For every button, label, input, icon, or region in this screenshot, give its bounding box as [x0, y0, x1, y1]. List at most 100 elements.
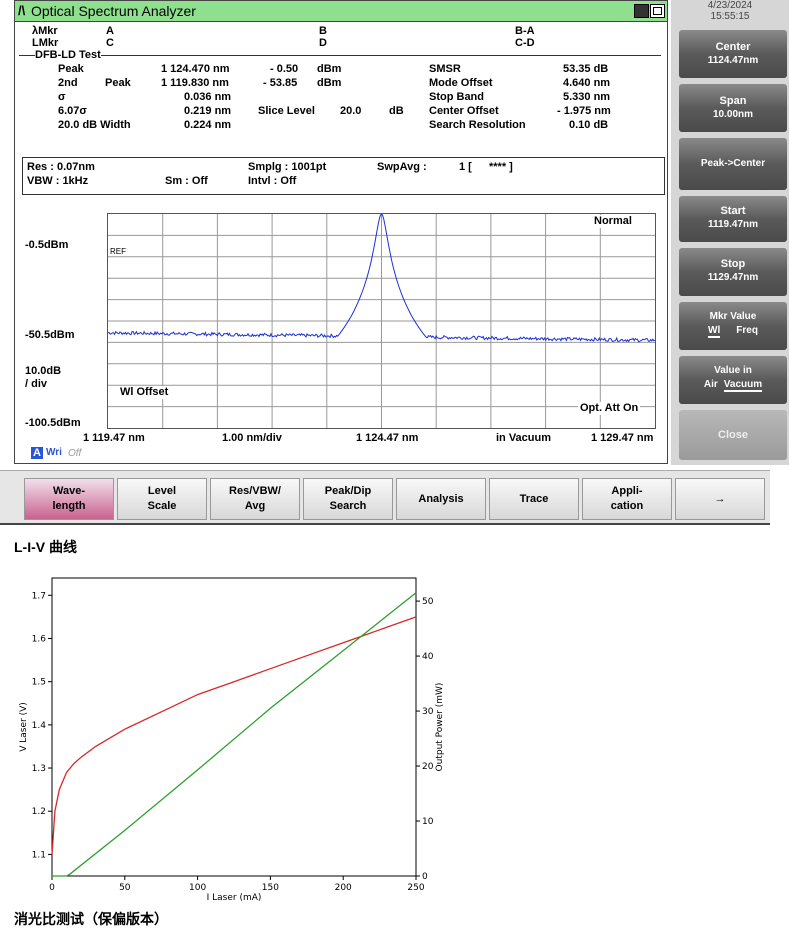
liv-heading: L-I-V 曲线 — [14, 539, 77, 555]
sigma-value: 0.036 nm — [184, 91, 232, 103]
stop-softkey[interactable]: Stop 1129.47nm — [679, 248, 787, 296]
power-curve — [52, 592, 417, 877]
ref-marker: REF — [110, 247, 126, 256]
softkey-label: Center — [715, 41, 751, 53]
y2-tick-label: 20 — [422, 762, 434, 772]
marker-c: C — [106, 37, 114, 49]
spectrum-graph[interactable]: Normal REF Wl Offset Opt. Att On — [107, 213, 656, 429]
softkey-label: Close — [718, 429, 748, 441]
next-page-key[interactable]: → — [675, 478, 765, 520]
slice-level-label: Slice Level — [258, 105, 315, 117]
center-offset-label: Center Offset — [429, 105, 499, 117]
minimize-icon[interactable] — [634, 4, 649, 18]
freq-option[interactable]: Freq — [736, 325, 758, 336]
mode-offset-value: 4.640 nm — [563, 77, 611, 89]
marker-d: D — [319, 37, 327, 49]
y-tick-label: 1.1 — [32, 850, 46, 860]
peak-dip-search-key[interactable]: Peak/Dip Search — [303, 478, 393, 520]
analysis-key[interactable]: Analysis — [396, 478, 486, 520]
trace-off-status: Off — [68, 448, 82, 459]
trace-key[interactable]: Trace — [489, 478, 579, 520]
y-tick-label: 1.6 — [32, 634, 47, 644]
voltage-curve — [51, 616, 417, 855]
wl-option[interactable]: Wl — [708, 325, 721, 338]
sigma-label: σ — [58, 91, 66, 103]
y-per-div-label: / div — [25, 378, 48, 390]
key-label: Peak/Dip — [324, 485, 372, 497]
x-tick-label: 100 — [189, 883, 206, 893]
second-wavelength: 1 119.830 nm — [161, 77, 229, 89]
application-key[interactable]: Appli-cation — [582, 478, 672, 520]
vacuum-option[interactable]: Vacuum — [723, 379, 763, 392]
slice-level-unit: dB — [389, 105, 404, 117]
key-label: Search — [329, 500, 367, 512]
center-softkey[interactable]: Center 1124.47nm — [679, 30, 787, 78]
key-label: Analysis — [418, 492, 464, 505]
x-div-label: 1.00 nm/div — [222, 432, 282, 444]
settings-box: Res : 0.07nm VBW : 1kHz Smplg : 1001pt S… — [22, 157, 665, 195]
span-softkey[interactable]: Span 10.00nm — [679, 84, 787, 132]
x-medium-label: in Vacuum — [496, 432, 552, 444]
start-softkey[interactable]: Start 1119.47nm — [679, 196, 787, 242]
date-display: 4/23/2024 — [707, 0, 753, 11]
peak-power: - 0.50 — [270, 63, 299, 75]
sampling-setting: Smplg : 1001pt — [248, 161, 327, 173]
value-in-softkey[interactable]: Value in Air Vacuum — [679, 356, 787, 404]
close-softkey[interactable]: Close — [679, 410, 787, 460]
softkey-value: 1119.47nm — [707, 219, 759, 230]
peak-wavelength: 1 124.470 nm — [161, 63, 230, 75]
y-top-label: -0.5dBm — [25, 239, 69, 251]
x-tick-label: 250 — [407, 883, 424, 893]
x-tick-label: 200 — [335, 883, 352, 893]
y-axis-label: V Laser (V) — [19, 702, 29, 752]
x-axis-label: I Laser (mA) — [207, 893, 262, 903]
softkey-value: 1129.47nm — [707, 272, 759, 283]
key-label: Wave- — [53, 485, 85, 497]
divider — [19, 55, 35, 56]
x-tick-label: 0 — [49, 883, 55, 893]
wavelength-key[interactable]: Wave-length — [24, 478, 114, 520]
resolution-setting: Res : 0.07nm — [27, 161, 95, 173]
mode-offset-label: Mode Offset — [429, 77, 493, 89]
interval-setting: Intvl : Off — [248, 175, 297, 187]
y2-tick-label: 0 — [422, 872, 428, 882]
plot-frame — [51, 577, 417, 877]
y2-tick-label: 40 — [422, 652, 434, 662]
y-bottom-label: -100.5dBm — [25, 417, 81, 429]
trace-a-badge[interactable]: A — [31, 447, 43, 459]
x-stop-label: 1 129.47 nm — [591, 432, 654, 444]
y2-axis-label: Output Power (mW) — [435, 683, 445, 772]
res-vbw-avg-key[interactable]: Res/VBW/Avg — [210, 478, 300, 520]
extinction-ratio-heading: 消光比测试（保偏版本） — [14, 911, 168, 927]
smsr-value: 53.35 dB — [563, 63, 609, 75]
window-title: Optical Spectrum Analyzer — [31, 3, 196, 19]
title-bar[interactable]: /\ Optical Spectrum Analyzer — [15, 1, 667, 22]
app-logo-icon: /\ — [18, 3, 26, 18]
search-resolution-label: Search Resolution — [429, 119, 526, 131]
wl-marker-label: λMkr — [32, 25, 58, 37]
maximize-icon[interactable] — [650, 4, 665, 18]
y-mid-label: -50.5dBm — [25, 329, 75, 341]
sigma6-value: 0.219 nm — [184, 105, 232, 117]
trace-write-status: Wri — [46, 447, 62, 458]
spectrum-trace-svg — [108, 214, 655, 428]
time-display: 15:55:15 — [710, 11, 750, 22]
level-scale-key[interactable]: Level Scale — [117, 478, 207, 520]
spectrum-trace — [108, 214, 655, 343]
mkr-value-softkey[interactable]: Mkr Value Wl Freq — [679, 302, 787, 350]
sigma6-label: 6.07σ — [58, 105, 87, 117]
osa-window: /\ Optical Spectrum Analyzer λMkr A B B-… — [14, 0, 668, 464]
key-label: Res/VBW/ — [229, 485, 281, 497]
width-label: 20.0 dB Width — [58, 119, 131, 131]
key-label: Avg — [244, 500, 266, 512]
softkey-value: 10.00nm — [712, 109, 754, 120]
peak-to-center-softkey[interactable]: Peak->Center — [679, 138, 787, 190]
marker-c-d: C-D — [515, 37, 535, 49]
y-tick-label: 1.5 — [32, 678, 46, 688]
opt-att-indicator: Opt. Att On — [578, 402, 641, 415]
key-label: length — [52, 500, 86, 512]
smoothing-setting: Sm : Off — [165, 175, 208, 187]
air-option[interactable]: Air — [703, 379, 718, 390]
key-label: Level — [147, 485, 177, 497]
analysis-results: Peak 1 124.470 nm - 0.50 dBm 2nd Peak 1 … — [15, 63, 667, 153]
